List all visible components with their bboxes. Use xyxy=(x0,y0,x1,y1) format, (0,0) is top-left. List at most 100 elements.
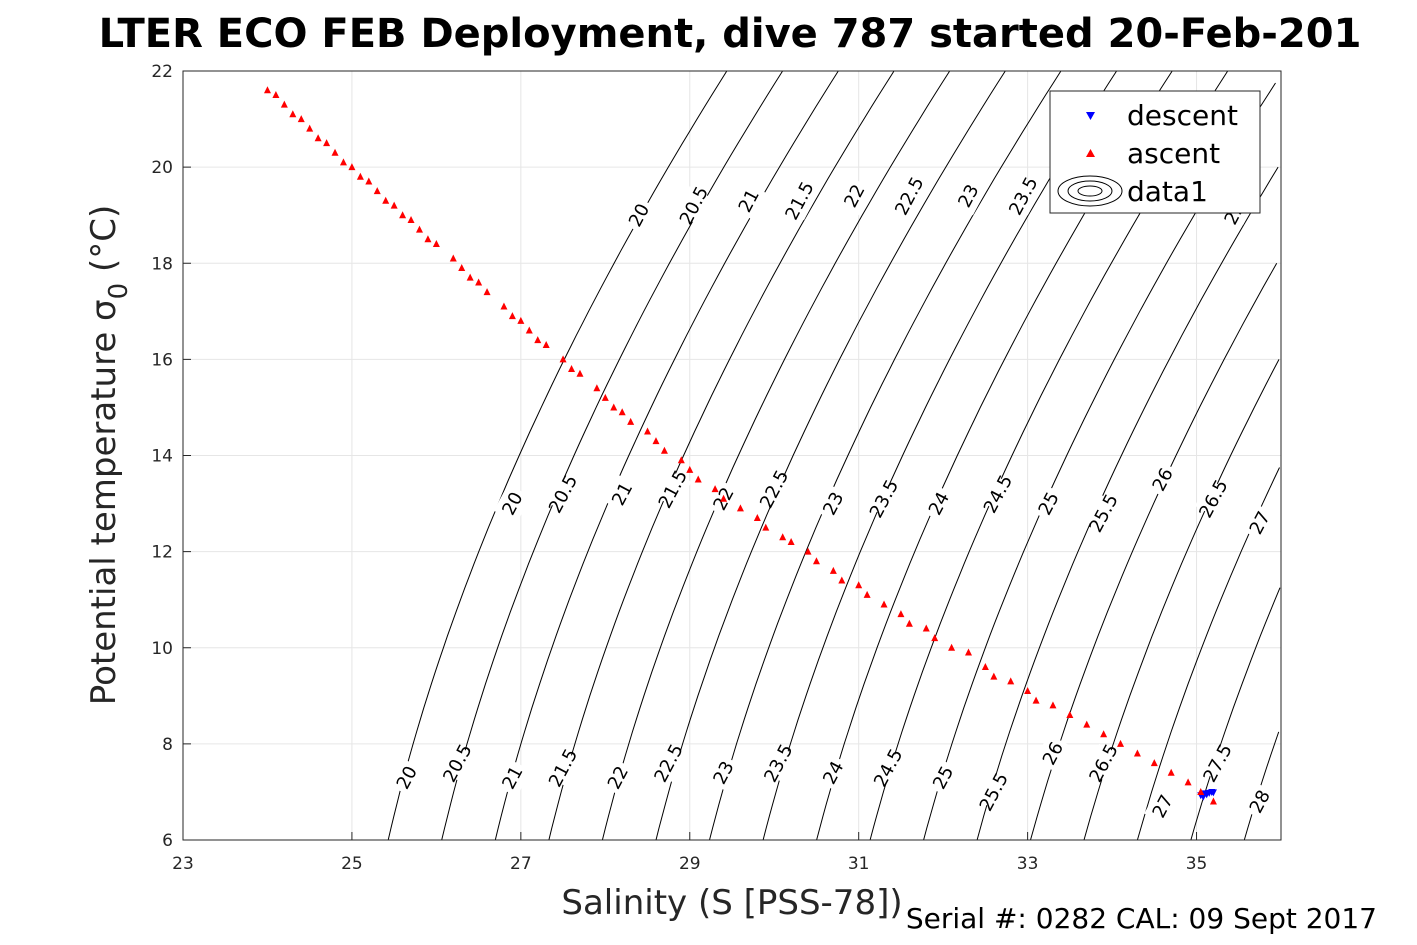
ascent-marker xyxy=(559,355,567,363)
contour-label-background xyxy=(599,758,637,797)
x-tick-label: 35 xyxy=(1186,854,1208,874)
legend: descent ascent data1 xyxy=(1049,90,1261,214)
ascent-marker xyxy=(762,523,770,531)
contour-label-background xyxy=(979,474,1017,514)
legend-data1-label: data1 xyxy=(1127,175,1208,208)
contour-label-background xyxy=(975,772,1013,812)
contour-label-background xyxy=(1194,479,1232,519)
x-tick-label: 33 xyxy=(1017,854,1039,874)
contour-label-background xyxy=(650,743,688,783)
contour-label-background xyxy=(890,176,928,216)
chart-title: LTER ECO FEB Deployment, dive 787 starte… xyxy=(99,11,1362,57)
ascent-marker xyxy=(829,566,837,574)
ascent-marker xyxy=(390,201,398,209)
contour-label-background xyxy=(814,753,852,793)
y-tick-label: 18 xyxy=(151,254,173,274)
ascent-marker xyxy=(1133,749,1141,757)
data-markers xyxy=(263,86,1217,805)
ascent-marker xyxy=(1066,711,1074,719)
ascent-marker xyxy=(466,273,474,281)
ascent-marker xyxy=(812,557,820,565)
ascent-marker xyxy=(931,634,939,642)
ascent-marker xyxy=(948,643,956,651)
density-contour-20 xyxy=(387,70,728,841)
ascent-marker xyxy=(905,619,913,627)
y-axis-title-unit: (°C) xyxy=(84,205,124,283)
ascent-marker xyxy=(534,336,542,344)
ascent-marker xyxy=(1184,778,1192,786)
ascent-marker xyxy=(753,513,761,521)
ascent-marker xyxy=(720,494,728,502)
ascent-marker xyxy=(1083,720,1091,728)
ascent-marker xyxy=(297,115,305,123)
density-contour-25.5 xyxy=(976,166,1279,841)
contour-label-background xyxy=(814,484,852,523)
ascent-marker xyxy=(660,446,668,454)
contour-label-background xyxy=(920,484,958,523)
ascent-marker xyxy=(1197,787,1205,795)
ascent-marker xyxy=(694,475,702,483)
y-tick-label: 10 xyxy=(151,639,173,659)
contour-label-background xyxy=(1241,782,1279,821)
ascent-marker xyxy=(306,124,314,132)
ascent-marker xyxy=(804,547,812,555)
contour-label-background xyxy=(603,474,641,514)
ascent-marker xyxy=(348,163,356,171)
ascent-marker xyxy=(263,86,271,94)
ascent-marker xyxy=(779,533,787,541)
contour-label-background xyxy=(1144,787,1182,826)
ascent-marker xyxy=(508,312,516,320)
contour-label-background xyxy=(759,743,797,783)
ascent-marker xyxy=(500,302,508,310)
contour-label-background xyxy=(493,758,531,797)
ascent-marker xyxy=(652,437,660,445)
ascent-marker xyxy=(382,196,390,204)
ascent-marker xyxy=(280,100,288,108)
ascent-marker xyxy=(990,672,998,680)
ascent-marker xyxy=(576,369,584,377)
ascent-marker xyxy=(449,254,457,262)
ascent-marker xyxy=(601,393,609,401)
ascent-marker xyxy=(1100,730,1108,738)
contour-label-background xyxy=(493,484,531,523)
ascent-marker xyxy=(677,456,685,464)
ascent-marker xyxy=(981,662,989,670)
y-tick-label: 6 xyxy=(162,831,173,851)
ascent-marker xyxy=(458,264,466,272)
legend-ascent-label: ascent xyxy=(1127,137,1220,170)
ascent-marker xyxy=(1150,759,1158,767)
ascent-marker xyxy=(424,235,432,243)
ascent-marker xyxy=(475,278,483,286)
ascent-marker xyxy=(897,610,905,618)
contour-label-background xyxy=(924,758,962,797)
ascent-marker xyxy=(323,139,331,147)
x-tick-label: 27 xyxy=(510,854,532,874)
contour-label-background xyxy=(755,469,793,509)
ascent-marker xyxy=(568,364,576,372)
ascent-marker xyxy=(711,485,719,493)
ascent-marker xyxy=(1209,797,1217,805)
contour-label-background xyxy=(781,181,819,221)
density-contours xyxy=(387,70,1281,841)
x-axis-title: Salinity (S [PSS-78]) xyxy=(561,883,902,923)
y-axis-title: Potential temperature σ0 (°C) xyxy=(84,205,134,705)
ascent-marker xyxy=(855,581,863,589)
ascent-marker xyxy=(1007,677,1015,685)
legend-data1-contour-icon xyxy=(1057,175,1123,207)
ascent-marker xyxy=(373,187,381,195)
ascent-marker xyxy=(517,316,525,324)
y-tick-label: 16 xyxy=(151,350,173,370)
x-tick-label: 25 xyxy=(341,854,363,874)
ascent-marker xyxy=(314,134,322,142)
contour-label-background xyxy=(1241,503,1279,543)
x-tick-label: 23 xyxy=(172,854,194,874)
contour-label-background xyxy=(1085,493,1123,533)
ascent-marker xyxy=(880,600,888,608)
contour-label-background xyxy=(835,176,873,216)
contour-label-background xyxy=(1030,484,1068,523)
ascent-marker xyxy=(787,538,795,546)
legend-ascent-marker xyxy=(1086,149,1095,157)
density-contour-22 xyxy=(601,70,951,841)
y-tick-label: 12 xyxy=(151,543,173,563)
legend-descent-marker xyxy=(1086,112,1095,120)
